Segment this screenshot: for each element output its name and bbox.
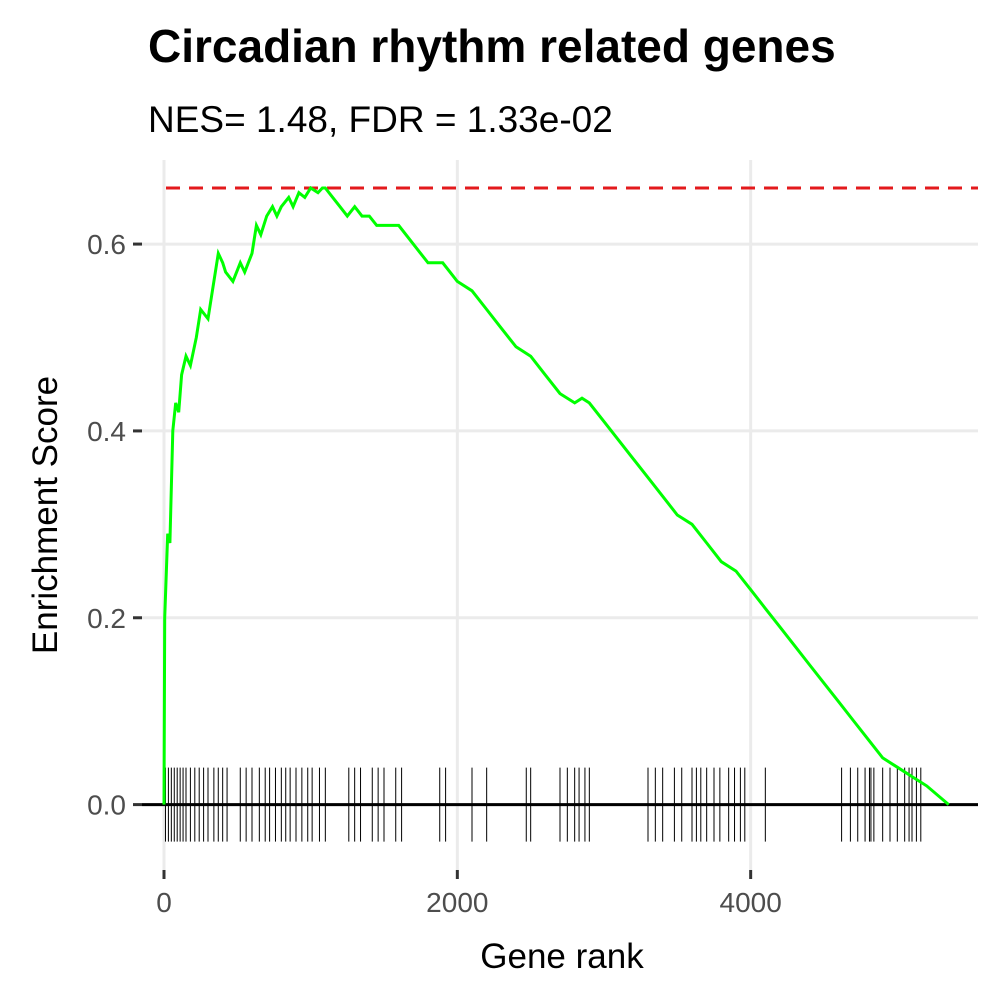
y-tick-label-1: 0.2 bbox=[87, 603, 126, 634]
x-tick-label-1: 2000 bbox=[426, 887, 488, 918]
chart-subtitle: NES= 1.48, FDR = 1.33e-02 bbox=[148, 99, 613, 140]
chart-title: Circadian rhythm related genes bbox=[148, 20, 836, 72]
y-axis-title: Enrichment Score bbox=[26, 376, 65, 654]
grid-lines bbox=[142, 160, 978, 870]
y-tick-label-2: 0.4 bbox=[87, 416, 126, 447]
x-axis-title: Gene rank bbox=[480, 937, 644, 976]
y-tick-label-3: 0.6 bbox=[87, 229, 126, 260]
y-tick-label-0: 0.0 bbox=[87, 790, 126, 821]
enrichment-score-line bbox=[162, 185, 950, 806]
axes: 0.0 0.2 0.4 0.6 0 2000 4000 bbox=[87, 229, 782, 918]
x-tick-label-2: 4000 bbox=[720, 887, 782, 918]
x-tick-label-0: 0 bbox=[156, 887, 172, 918]
